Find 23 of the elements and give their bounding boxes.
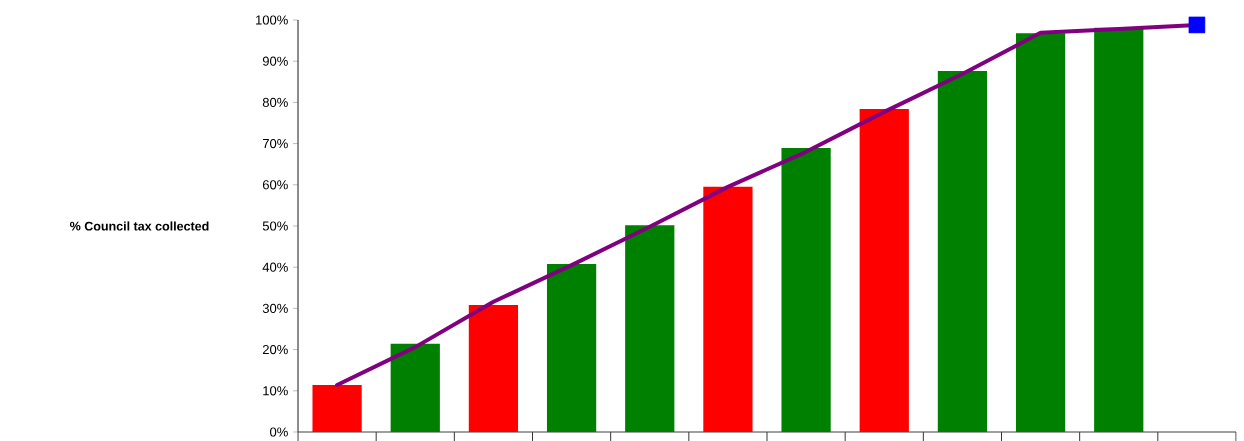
- y-axis-title: % Council tax collected: [70, 221, 209, 231]
- bar: [390, 343, 440, 432]
- bar: [1094, 27, 1144, 432]
- bar: [468, 305, 519, 432]
- y-tick-label: 70%: [262, 138, 288, 149]
- bar: [546, 263, 597, 432]
- bar: [859, 108, 909, 432]
- y-tick-label: 60%: [262, 180, 288, 190]
- y-tick-label: 90%: [262, 56, 288, 66]
- y-tick-label: 10%: [263, 386, 288, 396]
- bar: [781, 148, 831, 432]
- y-tick-label: 80%: [262, 97, 288, 107]
- bar: [703, 186, 753, 432]
- bar: [937, 71, 988, 432]
- y-tick-label: 50%: [262, 221, 288, 231]
- bar: [1015, 33, 1066, 432]
- y-tick-label: 30%: [262, 303, 288, 313]
- y-tick-label: 0%: [270, 427, 288, 437]
- y-tick-label: 20%: [262, 344, 288, 355]
- y-tick-label: 100%: [256, 15, 288, 25]
- y-tick-label: 40%: [262, 262, 288, 272]
- bar: [625, 225, 675, 432]
- bar: [312, 385, 362, 432]
